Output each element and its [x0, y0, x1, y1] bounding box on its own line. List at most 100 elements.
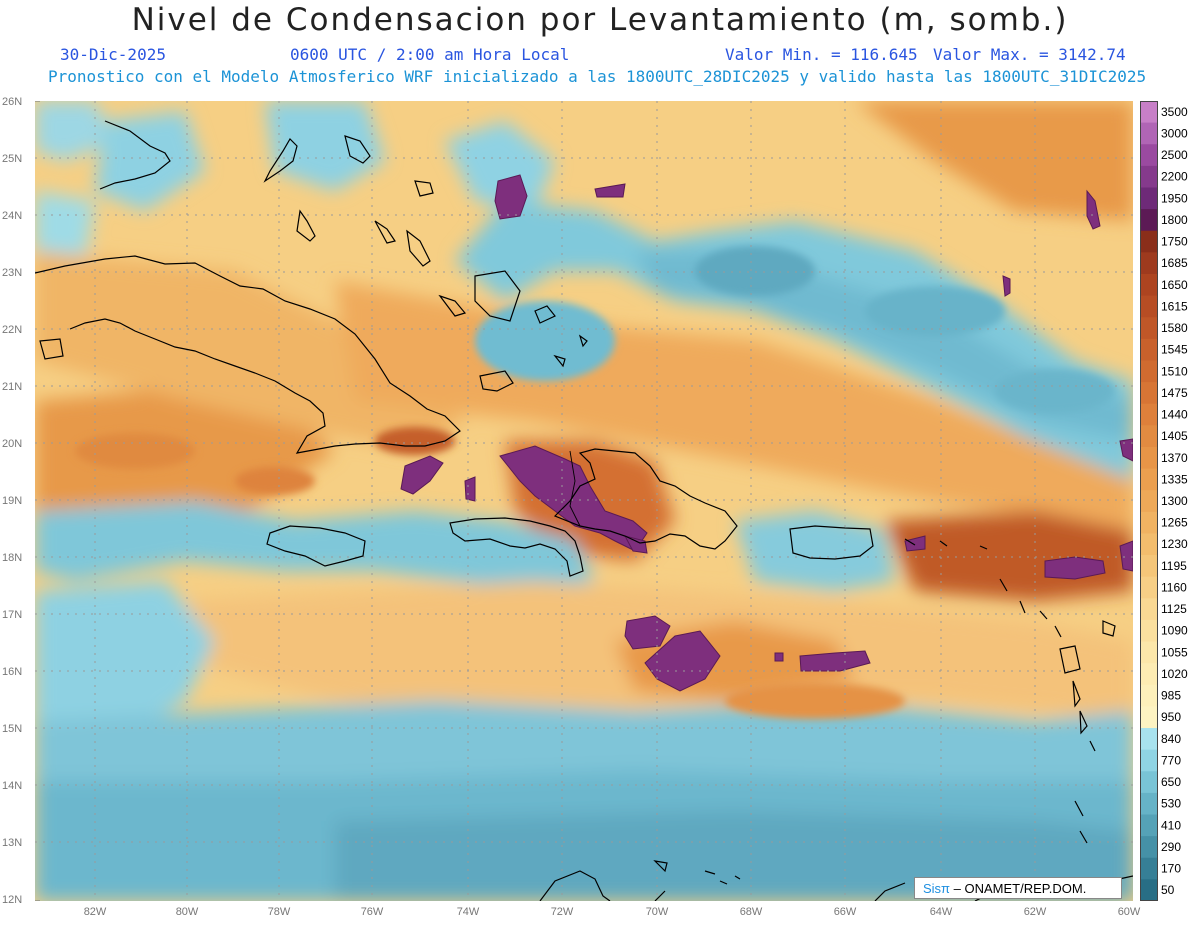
colorbar-swatch [1140, 165, 1158, 188]
colorbar-swatch [1140, 706, 1158, 729]
colorbar-label: 650 [1161, 775, 1181, 789]
colorbar-label: 1750 [1161, 235, 1188, 249]
colorbar-label: 1160 [1161, 580, 1187, 594]
colorbar-swatch [1140, 446, 1158, 470]
jamaica-coastline [266, 525, 366, 567]
colorbar-swatch [1140, 771, 1158, 794]
colorbar-label: 3500 [1161, 105, 1188, 119]
colorbar-swatch [1140, 403, 1158, 426]
lon-label: 68W [740, 906, 763, 918]
colorbar-label: 50 [1161, 883, 1175, 897]
lat-label: 15N [2, 723, 22, 735]
colorbar-label: 1300 [1161, 494, 1188, 508]
colorbar-swatch [1140, 641, 1158, 664]
colorbar-label: 1440 [1161, 408, 1188, 422]
colorbar-label: 1580 [1161, 321, 1188, 335]
colorbar: 3500 3000 2500 2200 1950 1800 1750 1685 1650 1615… [1140, 101, 1188, 901]
colorbar-swatch [1140, 792, 1158, 816]
colorbar-label: 1800 [1161, 213, 1188, 227]
bahamas-coastline [263, 135, 556, 324]
field-shading [35, 101, 1133, 901]
colorbar-label: 840 [1161, 732, 1181, 746]
lat-label: 19N [2, 495, 22, 507]
puerto-rico-coastline [789, 525, 874, 560]
colorbar-swatch [1140, 749, 1158, 772]
lat-label: 24N [2, 210, 22, 222]
colorbar-swatch [1140, 576, 1158, 599]
colorbar-swatch [1140, 879, 1158, 901]
lat-label: 13N [2, 837, 22, 849]
coastlines [35, 120, 1133, 901]
lon-label: 62W [1024, 906, 1047, 918]
lat-label: 12N [2, 894, 22, 906]
colorbar-border [1140, 101, 1158, 901]
lon-label: 72W [551, 906, 574, 918]
credit-text: – ONAMET/REP.DOM. [953, 881, 1087, 896]
colorbar-swatch [1140, 619, 1158, 643]
colorbar-swatch [1140, 295, 1158, 318]
colorbar-label: 2200 [1161, 170, 1188, 184]
lon-label: 64W [930, 906, 953, 918]
turks-caicos-coastline [479, 334, 588, 392]
forecast-time: 0600 UTC / 2:00 am Hora Local [290, 45, 570, 64]
lon-label: 80W [176, 906, 199, 918]
colorbar-swatch [1140, 382, 1158, 405]
colorbar-label: 950 [1161, 710, 1181, 724]
colorbar-label: 170 [1161, 862, 1181, 876]
isle-of-youth-coastline [39, 338, 64, 360]
lon-label: 74W [457, 906, 480, 918]
lat-label: 16N [2, 666, 22, 678]
lon-label: 66W [834, 906, 857, 918]
colorbar-swatch [1140, 273, 1158, 297]
cuba-coastline [35, 255, 461, 454]
colorbar-label: 1685 [1161, 256, 1188, 270]
value-max: Valor Max. = 3142.74 [933, 45, 1126, 64]
model-line: Pronostico con el Modelo Atmosferico WRF… [48, 67, 1147, 86]
south-america-coastline [539, 870, 1133, 901]
colorbar-label: 1265 [1161, 516, 1188, 530]
colorbar-label: 1020 [1161, 667, 1188, 681]
colorbar-swatch [1140, 663, 1158, 686]
colorbar-label: 1195 [1161, 559, 1187, 573]
colorbar-swatch [1140, 684, 1158, 707]
colorbar-swatch [1140, 836, 1158, 859]
colorbar-swatch [1140, 425, 1158, 448]
colorbar-label: 1335 [1161, 472, 1188, 486]
lat-label: 18N [2, 552, 22, 564]
colorbar-label: 3000 [1161, 126, 1188, 140]
lat-label: 14N [2, 780, 22, 792]
lon-axis: 82W 80W 78W 76W 74W 72W 70W 68W 66W 64W 62W 60W [84, 906, 1141, 918]
haiti-border [569, 450, 581, 527]
colorbar-swatch [1140, 101, 1158, 124]
colorbar-swatch [1140, 814, 1158, 837]
forecast-date: 30-Dic-2025 [60, 45, 166, 64]
colorbar-label: 770 [1161, 753, 1181, 767]
lon-label: 70W [646, 906, 669, 918]
colorbar-swatch [1140, 317, 1158, 340]
colorbar-label: 1510 [1161, 364, 1188, 378]
colorbar-label: 1055 [1161, 645, 1188, 659]
sispi-logo: Sisπ [923, 881, 951, 896]
lat-label: 21N [2, 381, 22, 393]
colorbar-swatch [1140, 338, 1158, 361]
colorbar-label: 1545 [1161, 343, 1188, 357]
colorbar-swatch [1140, 468, 1158, 491]
colorbar-label: 1650 [1161, 278, 1188, 292]
colorbar-label: 1230 [1161, 537, 1188, 551]
lcl-map [35, 101, 1133, 901]
colorbar-label: 1090 [1161, 624, 1188, 638]
lat-label: 17N [2, 609, 22, 621]
colorbar-label: 1370 [1161, 451, 1188, 465]
credit-box: Sisπ – ONAMET/REP.DOM. [914, 877, 1122, 899]
lat-axis: 26N 25N 24N 23N 22N 21N 20N 19N 18N 17N 16N 15N 14N 1… [2, 96, 22, 906]
lon-label: 76W [361, 906, 384, 918]
colorbar-label: 1615 [1161, 299, 1188, 313]
colorbar-swatch [1140, 728, 1158, 751]
colorbar-swatch [1140, 209, 1158, 232]
colorbar-swatch [1140, 490, 1158, 513]
lon-label: 60W [1118, 906, 1141, 918]
colorbar-swatch [1140, 857, 1158, 880]
caribbean-small-islands [653, 860, 741, 885]
graticule [35, 101, 1133, 901]
map-title: Nivel de Condensacion por Levantamiento … [131, 2, 1069, 38]
